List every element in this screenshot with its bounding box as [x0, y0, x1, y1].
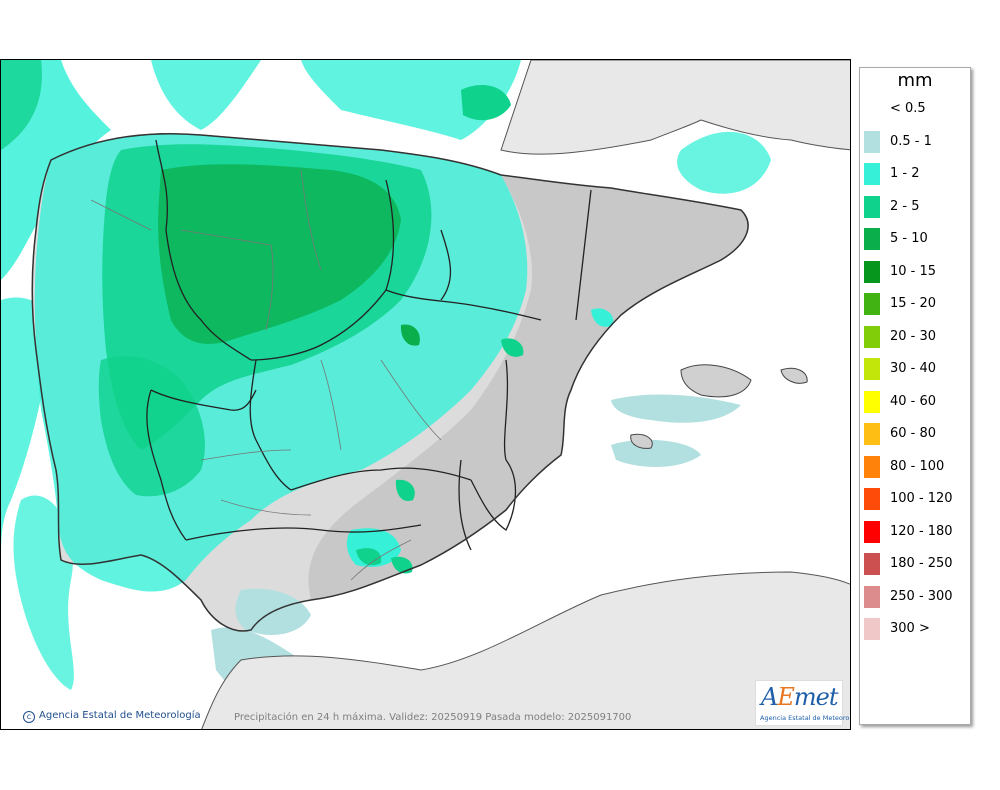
legend-swatch [864, 195, 880, 218]
legend-label: 100 - 120 [890, 491, 953, 506]
map-caption: Precipitación en 24 h máxima. Validez: 2… [234, 712, 632, 723]
legend-label: 10 - 15 [890, 263, 937, 279]
legend-label: 60 - 80 [890, 426, 937, 441]
legend-label: 1 - 2 [890, 166, 920, 181]
legend-swatch [864, 585, 880, 608]
legend-label: 15 - 20 [890, 296, 937, 311]
legend-entry: 15 - 20 [860, 293, 970, 315]
legend-entry: 80 - 100 [860, 455, 970, 478]
aemet-logo-wordmark: AEmet [761, 683, 838, 711]
legend-entry: 0.5 - 1 [860, 130, 970, 153]
precipitation-legend: mm < 0.5 0.5 - 1 1 - 2 2 - 5 5 - 10 10 - 15 15… [859, 67, 971, 725]
copyright-icon: c [23, 711, 35, 723]
legend-label: 40 - 60 [890, 393, 937, 409]
legend-swatch [864, 325, 880, 348]
legend-entry: 40 - 60 [860, 390, 970, 413]
province-borders [90, 169, 442, 581]
legend-entry: 30 - 40 [860, 358, 970, 380]
legend-label: 30 - 40 [890, 361, 937, 376]
legend-label: 120 - 180 [890, 523, 953, 539]
legend-label: 180 - 250 [890, 556, 953, 571]
legend-entry: 1 - 2 [860, 163, 970, 185]
legend-label: 250 - 300 [890, 588, 953, 604]
legend-swatch [864, 423, 880, 445]
legend-swatch [864, 163, 880, 185]
land-precipitation [34, 133, 614, 635]
legend-swatch [864, 358, 880, 380]
legend-entry: 10 - 15 [860, 260, 970, 283]
legend-label: 5 - 10 [890, 231, 928, 246]
agency-credit-text: Agencia Estatal de Meteorología [39, 710, 201, 721]
legend-swatch [864, 488, 880, 510]
legend-swatch [864, 455, 880, 478]
legend-swatch [864, 553, 880, 575]
aemet-logo-subtitle: Agencia Estatal de Meteorología [760, 714, 850, 722]
legend-swatch [864, 390, 880, 413]
legend-entry: 120 - 180 [860, 520, 970, 543]
legend-entry: < 0.5 [860, 98, 970, 120]
legend-entry: 20 - 30 [860, 325, 970, 348]
legend-label: 20 - 30 [890, 328, 937, 344]
legend-entry: 5 - 10 [860, 228, 970, 250]
legend-entry: 250 - 300 [860, 585, 970, 608]
legend-entry: 2 - 5 [860, 195, 970, 218]
map-canvas [1, 60, 850, 729]
legend-entry: 300 > [860, 618, 970, 640]
legend-entry: 60 - 80 [860, 423, 970, 445]
legend-entry: 100 - 120 [860, 488, 970, 510]
legend-swatch [864, 228, 880, 250]
legend-label: 300 > [890, 621, 930, 636]
iberia-coastline [31, 132, 749, 632]
precipitation-map[interactable]: c Agencia Estatal de Meteorología Precipi… [0, 59, 851, 730]
legend-swatch [864, 130, 880, 153]
legend-label: 0.5 - 1 [890, 133, 932, 149]
legend-label: 80 - 100 [890, 458, 945, 474]
legend-entry: 180 - 250 [860, 553, 970, 575]
legend-unit: mm [897, 70, 933, 91]
ocean-precipitation [1, 60, 771, 710]
legend-swatch [864, 520, 880, 543]
legend-label: < 0.5 [890, 101, 926, 116]
legend-swatch [864, 618, 880, 640]
legend-swatch [864, 293, 880, 315]
legend-swatch [864, 260, 880, 283]
agency-credit: c Agencia Estatal de Meteorología [23, 710, 201, 723]
aemet-logo: AEmet Agencia Estatal de Meteorología [755, 680, 850, 726]
region-borders [146, 139, 592, 551]
legend-label: 2 - 5 [890, 198, 920, 214]
legend-swatch [864, 98, 880, 120]
